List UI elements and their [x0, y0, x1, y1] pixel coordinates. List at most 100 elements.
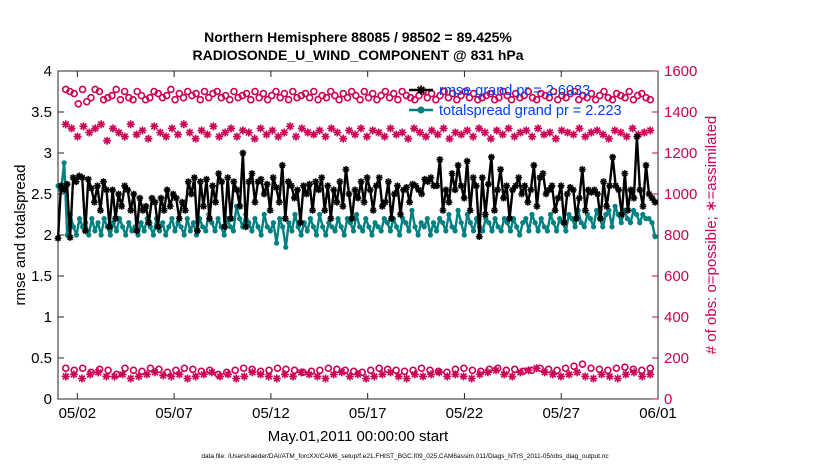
rmse-point — [491, 207, 498, 214]
totalspread-point — [212, 228, 218, 234]
obs-possible-point — [621, 93, 629, 102]
obs-possible-point — [192, 89, 200, 98]
obs-assimilated-point — [150, 122, 159, 131]
y-right-tick-label: 1600 — [664, 63, 697, 80]
totalspread-point — [126, 220, 132, 226]
rmse-point — [433, 182, 441, 190]
totalspread-point — [295, 224, 301, 230]
obs-assimilated-point — [286, 122, 295, 131]
obs-assimilated-point — [556, 372, 565, 381]
obs-possible-point — [457, 91, 465, 100]
rmse-point — [639, 202, 647, 210]
obs-assimilated-point — [250, 134, 259, 143]
totalspread-point — [421, 224, 427, 230]
rmse-point — [321, 207, 329, 214]
obs-possible-point — [104, 366, 112, 375]
obs-assimilated-point — [209, 122, 218, 131]
obs-assimilated-point — [646, 126, 655, 135]
rmse-point — [309, 207, 316, 214]
totalspread-point — [554, 228, 560, 234]
totalspread-point — [307, 216, 313, 222]
rmse-point — [651, 198, 659, 206]
totalspread-point — [178, 224, 184, 230]
rmse-point — [148, 194, 156, 202]
rmse-point — [533, 202, 541, 210]
legend-totalspread-marker — [417, 106, 425, 114]
rmse-point — [291, 194, 298, 202]
totalspread-point — [267, 228, 273, 234]
totalspread-point — [292, 211, 298, 218]
rmse-point — [536, 174, 544, 181]
obs-possible-point — [600, 87, 608, 96]
obs-assimilated-point — [433, 130, 442, 139]
totalspread-point — [332, 228, 338, 234]
obs-assimilated-point — [327, 124, 336, 133]
obs-assimilated-point — [303, 128, 312, 137]
rmse-point — [388, 215, 395, 222]
obs-possible-point — [61, 364, 70, 373]
obs-assimilated-point — [616, 128, 625, 137]
rmse-point — [351, 186, 359, 194]
obs-assimilated-point — [551, 134, 560, 143]
totalspread-point — [566, 211, 572, 218]
rmse-point — [369, 207, 377, 214]
totalspread-point — [532, 220, 538, 226]
y-left-tick-label: 2.5 — [31, 186, 52, 203]
obs-possible-point — [129, 366, 138, 375]
obs-assimilated-point — [374, 128, 383, 137]
rmse-point — [409, 180, 417, 188]
obs-possible-point — [366, 366, 375, 375]
totalspread-point — [612, 203, 618, 209]
rmse-point — [366, 186, 374, 194]
rmse-point — [127, 207, 135, 214]
obs-possible-point — [486, 89, 495, 98]
rmse-point — [209, 182, 216, 190]
rmse-point — [630, 194, 638, 202]
obs-assimilated-point — [457, 130, 466, 139]
obs-assimilated-point — [114, 128, 123, 137]
obs-assimilated-point — [159, 371, 168, 380]
rmse-point — [606, 182, 614, 190]
obs-assimilated-point — [599, 130, 608, 139]
rmse-point — [124, 186, 132, 194]
rmse-point — [181, 207, 189, 214]
rmse-point — [585, 186, 592, 194]
totalspread-point — [535, 228, 541, 234]
obs-assimilated-point — [483, 368, 492, 377]
obs-possible-point — [167, 85, 175, 94]
totalspread-point — [550, 220, 557, 226]
rmse-point — [315, 186, 323, 194]
rmse-point — [475, 233, 483, 241]
obs-assimilated-point — [79, 122, 88, 131]
totalspread-point — [443, 228, 449, 234]
obs-possible-point — [179, 93, 188, 102]
obs-assimilated-point — [297, 124, 306, 133]
obs-possible-point — [146, 364, 155, 373]
obs-possible-point — [524, 87, 533, 96]
obs-assimilated-point — [73, 132, 82, 141]
obs-possible-point — [273, 364, 282, 373]
rmse-point — [115, 190, 123, 198]
rmse-point — [609, 153, 617, 161]
obs-assimilated-point — [289, 372, 298, 381]
totalspread-point — [304, 228, 310, 234]
obs-possible-point — [400, 367, 409, 376]
rmse-point — [87, 184, 95, 192]
obs-assimilated-point — [162, 132, 171, 141]
totalspread-point — [329, 224, 335, 230]
rmse-point — [212, 198, 220, 206]
rmse-point — [542, 190, 550, 198]
rmse-point — [342, 166, 350, 173]
totalspread-point — [634, 211, 640, 218]
obs-assimilated-point — [569, 130, 578, 139]
rmse-point — [348, 215, 356, 222]
obs-assimilated-point — [156, 128, 165, 137]
totalspread-point — [603, 211, 609, 218]
obs-assimilated-point — [439, 124, 448, 133]
obs-possible-point — [503, 91, 512, 100]
obs-possible-point — [116, 95, 125, 104]
obs-assimilated-point — [404, 134, 413, 143]
obs-assimilated-point — [362, 374, 371, 383]
rmse-point — [503, 182, 510, 190]
totalspread-point — [467, 220, 474, 226]
